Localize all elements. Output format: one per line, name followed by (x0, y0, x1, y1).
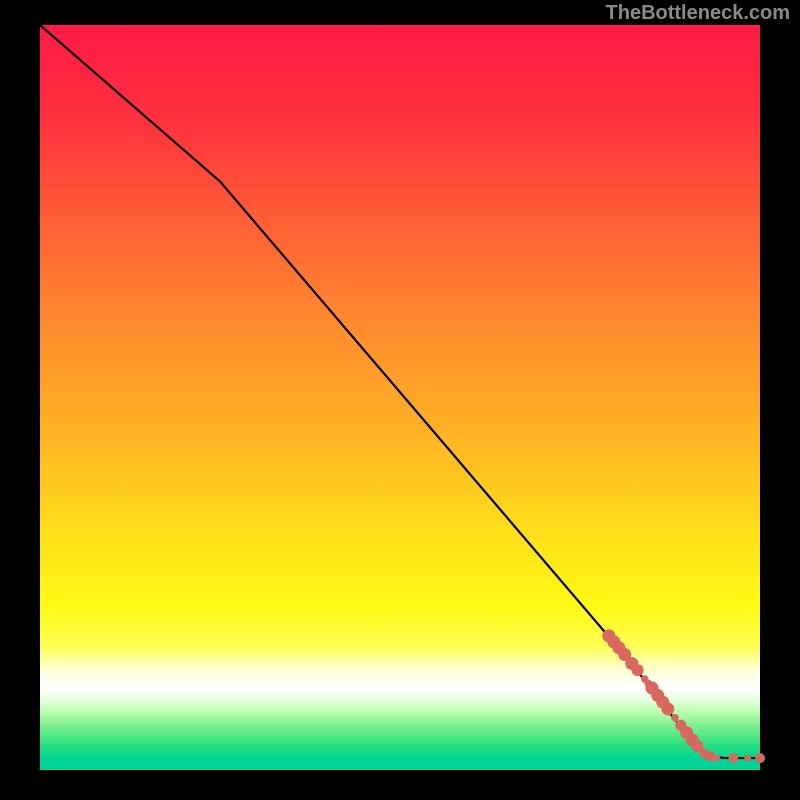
data-marker (728, 753, 738, 763)
data-marker (755, 753, 765, 763)
data-marker (661, 702, 674, 715)
bottleneck-chart (0, 0, 800, 800)
data-marker (713, 755, 720, 762)
data-marker (632, 664, 644, 676)
data-marker (671, 714, 679, 722)
attribution-text: TheBottleneck.com (606, 2, 790, 25)
chart-container: TheBottleneck.com (0, 0, 800, 800)
plot-background (40, 25, 760, 770)
data-marker (744, 755, 751, 762)
